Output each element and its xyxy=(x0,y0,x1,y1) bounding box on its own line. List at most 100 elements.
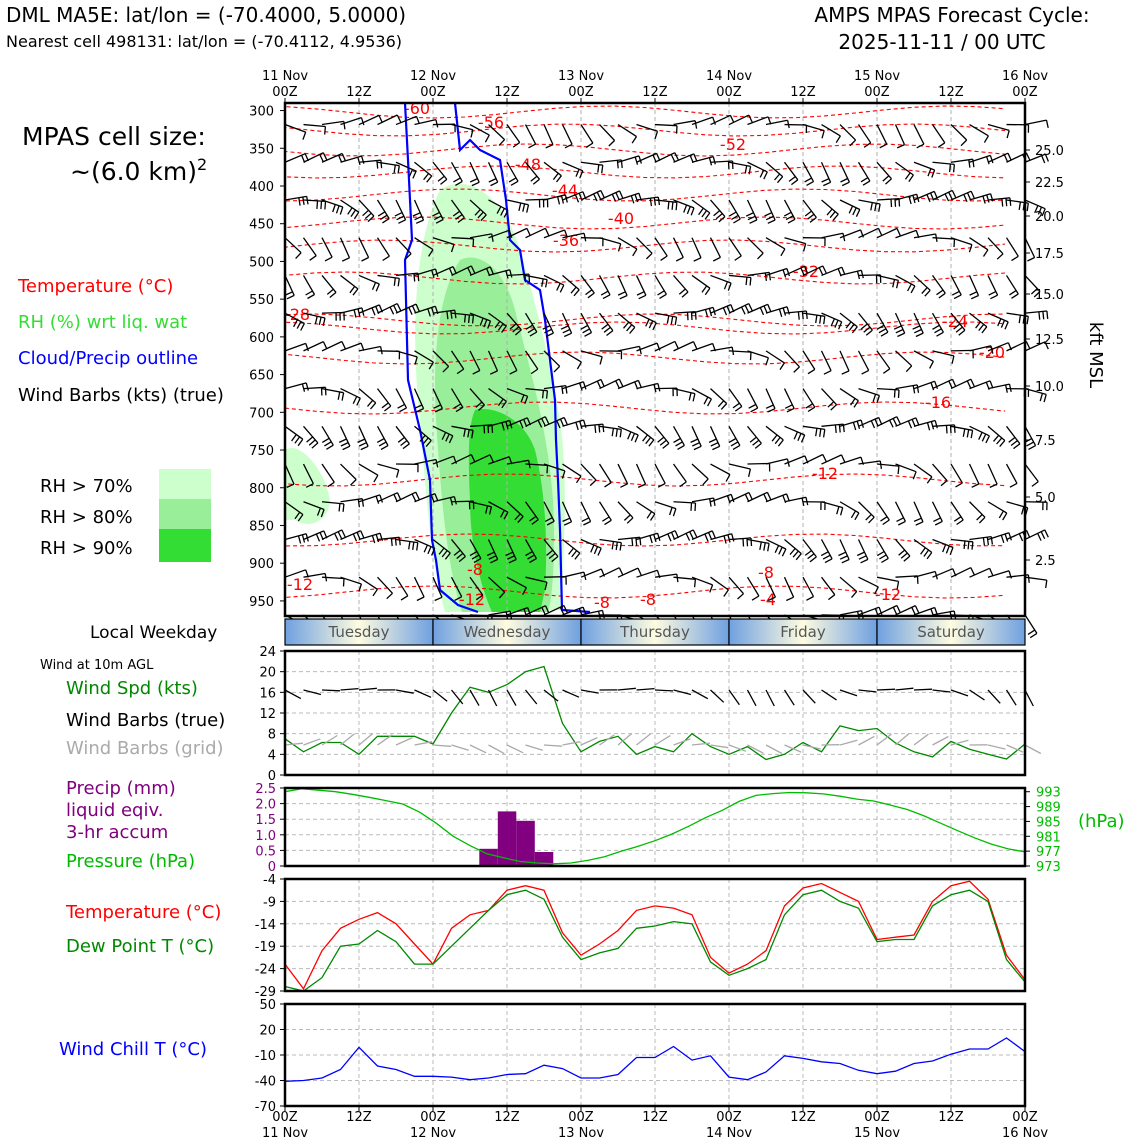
wind-barb-flag xyxy=(951,355,955,364)
wind-barb-flag xyxy=(559,418,565,427)
temperature-contour-label: -12 xyxy=(459,590,485,609)
wind-barb xyxy=(857,539,869,560)
wind10m-label: Wind at 10m AGL xyxy=(40,658,154,673)
wind-barb-flag xyxy=(324,256,333,262)
wind-barb xyxy=(673,274,689,293)
wind-barb xyxy=(932,237,955,240)
wind-barb-flag xyxy=(804,210,812,217)
wind-barb-flag xyxy=(509,323,517,330)
surface-wind-barb-grid xyxy=(895,732,910,746)
surface-wind-barb-true xyxy=(580,689,599,694)
wind-barb xyxy=(728,274,751,279)
wind-barb-flag xyxy=(487,320,492,329)
wind-barb-flag xyxy=(367,399,374,407)
temperature-contour-label: -12 xyxy=(812,464,838,483)
wind-barb xyxy=(469,199,487,216)
wind-barb xyxy=(469,266,491,277)
y-tick-label: -70 xyxy=(255,1100,276,1115)
wind-barbs-true-label: Wind Barbs (true) xyxy=(66,710,225,731)
wind-barb xyxy=(747,116,769,126)
wind-barb-flag xyxy=(953,323,961,330)
wind-barb-flag xyxy=(480,214,487,222)
wind-barb-flag xyxy=(896,228,901,236)
wind-barb xyxy=(487,539,499,560)
wind-barb-flag xyxy=(805,403,813,409)
weekday-label: Friday xyxy=(780,623,826,641)
wind-barb-flag xyxy=(749,219,758,224)
wind-barb-flag xyxy=(375,534,380,543)
wind-barb xyxy=(839,199,861,211)
wind-barb-flag xyxy=(744,493,750,502)
wind-barb xyxy=(1006,529,1027,541)
wind-barb-flag xyxy=(926,552,933,560)
weekday-cell xyxy=(432,618,582,646)
wind-barb-flag xyxy=(729,115,735,123)
wind-barb-flag xyxy=(689,531,694,540)
wind-barb-flag xyxy=(619,294,628,300)
wind-barb-flag xyxy=(856,551,865,557)
wind-barb-flag xyxy=(318,316,322,326)
wind-barb xyxy=(673,311,696,314)
wind-barb xyxy=(598,501,612,521)
wind-barb-flag xyxy=(791,179,799,186)
wind-barb-flag xyxy=(341,257,350,262)
wind-barb-flag xyxy=(824,558,833,564)
wind-barb xyxy=(525,198,548,201)
wind-barb xyxy=(377,161,400,167)
wind-barb-flag xyxy=(879,554,887,560)
wind-barb-flag xyxy=(576,361,582,370)
rh90-label: RH > 90% xyxy=(40,538,133,559)
wind-barb-flag xyxy=(332,204,336,213)
wind-barb-flag xyxy=(679,481,687,488)
wind-barb-flag xyxy=(594,424,597,433)
surface-wind-barb-grid xyxy=(506,744,524,754)
surface-wind-barb-grid xyxy=(950,739,969,746)
wind-barb-flag xyxy=(316,507,322,516)
wind-barb-flag xyxy=(629,326,636,334)
wind-barb-flag xyxy=(896,416,901,425)
wind-barb-flag xyxy=(491,233,494,242)
surface-wind-barb-true xyxy=(617,687,636,691)
surface-wind-barb-true xyxy=(358,687,377,691)
wind-barb xyxy=(691,388,712,400)
wind-barb-flag xyxy=(617,243,622,252)
wind-barb-flag xyxy=(472,369,481,375)
wind-barb-flag xyxy=(823,316,826,325)
bottom-date-label: 14 Nov xyxy=(706,1126,752,1140)
wind-barb xyxy=(969,237,989,251)
bottom-hour-label: 00Z xyxy=(716,1110,742,1125)
wind-barb-flag xyxy=(356,532,361,540)
wind-barb-flag xyxy=(848,323,855,331)
wind-barb-flag xyxy=(419,434,426,442)
wind-barb xyxy=(284,463,295,485)
surface-wind-barb-true xyxy=(765,689,775,707)
wind-barb-flag xyxy=(1045,119,1049,129)
precip-bar xyxy=(497,811,517,866)
wind-barb-flag xyxy=(371,282,377,291)
wind-barb-flag xyxy=(800,434,806,443)
wind-barb-flag xyxy=(854,512,860,521)
wind-barb-flag xyxy=(478,404,485,411)
wind-barb-flag xyxy=(448,267,454,276)
wind-barb-flag xyxy=(327,481,335,488)
wind-barb-flag xyxy=(728,437,737,443)
wind-barb-flag xyxy=(294,511,301,520)
wind-barb xyxy=(599,124,616,141)
wind-barb-flag xyxy=(618,567,624,576)
wind-barb-flag xyxy=(479,317,484,326)
hpa-tick-label: 750 xyxy=(249,444,274,459)
wind-barb-flag xyxy=(597,164,600,173)
temperature-contour xyxy=(284,123,1006,137)
wind-barb xyxy=(321,387,344,394)
wind-barb-flag xyxy=(793,431,798,440)
wind-barb xyxy=(1024,153,1046,163)
top-date-label: 14 Nov xyxy=(706,69,752,84)
wind-barb xyxy=(617,379,639,390)
wind-barb-flag xyxy=(360,445,369,451)
wind-barb xyxy=(358,274,380,285)
wind-barb-flag xyxy=(415,303,420,312)
wind-barb xyxy=(302,275,316,295)
wind-barb-flag xyxy=(434,596,443,602)
wind-barb xyxy=(802,576,815,597)
wind-barb-flag xyxy=(1005,198,1008,207)
